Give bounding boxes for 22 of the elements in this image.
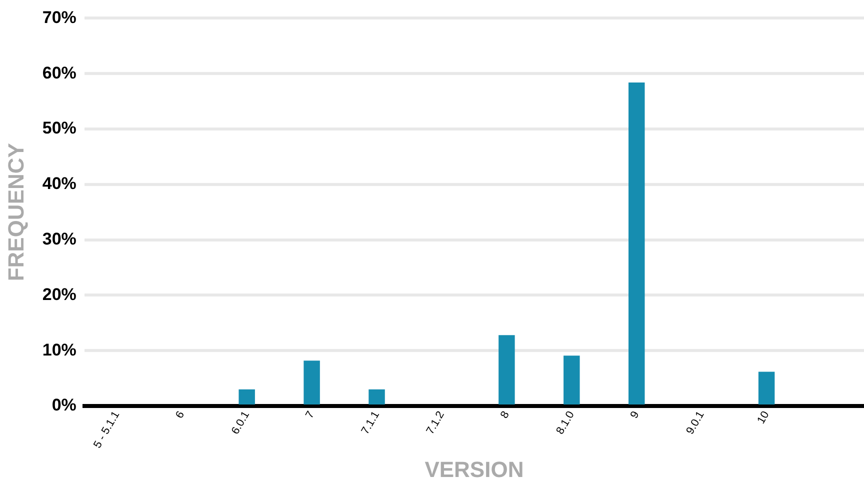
x-tick-label: 9: [628, 409, 642, 421]
bar: [758, 372, 775, 405]
x-tick-label: 6: [174, 409, 188, 421]
bar: [498, 335, 515, 405]
x-tick-label: 10: [755, 409, 772, 426]
y-axis-title: FREQUENCY: [3, 142, 28, 282]
y-tick-label: 50%: [42, 118, 76, 138]
y-tick-label: 0%: [52, 396, 76, 415]
bar: [368, 389, 385, 405]
bar: [564, 356, 580, 405]
x-axis-title: VERSION: [424, 456, 524, 482]
y-tick-label: 40%: [42, 174, 76, 194]
y-tick-label: 70%: [42, 8, 76, 27]
y-tick-label: 30%: [42, 230, 76, 249]
y-tick-label: 10%: [42, 340, 76, 360]
y-tick-label: 60%: [42, 63, 76, 82]
x-tick-label: 8: [498, 409, 512, 421]
bar: [238, 389, 255, 405]
x-tick-label: 7: [304, 409, 318, 421]
bar: [628, 82, 645, 405]
bar: [304, 360, 320, 405]
y-tick-label: 20%: [42, 284, 76, 304]
